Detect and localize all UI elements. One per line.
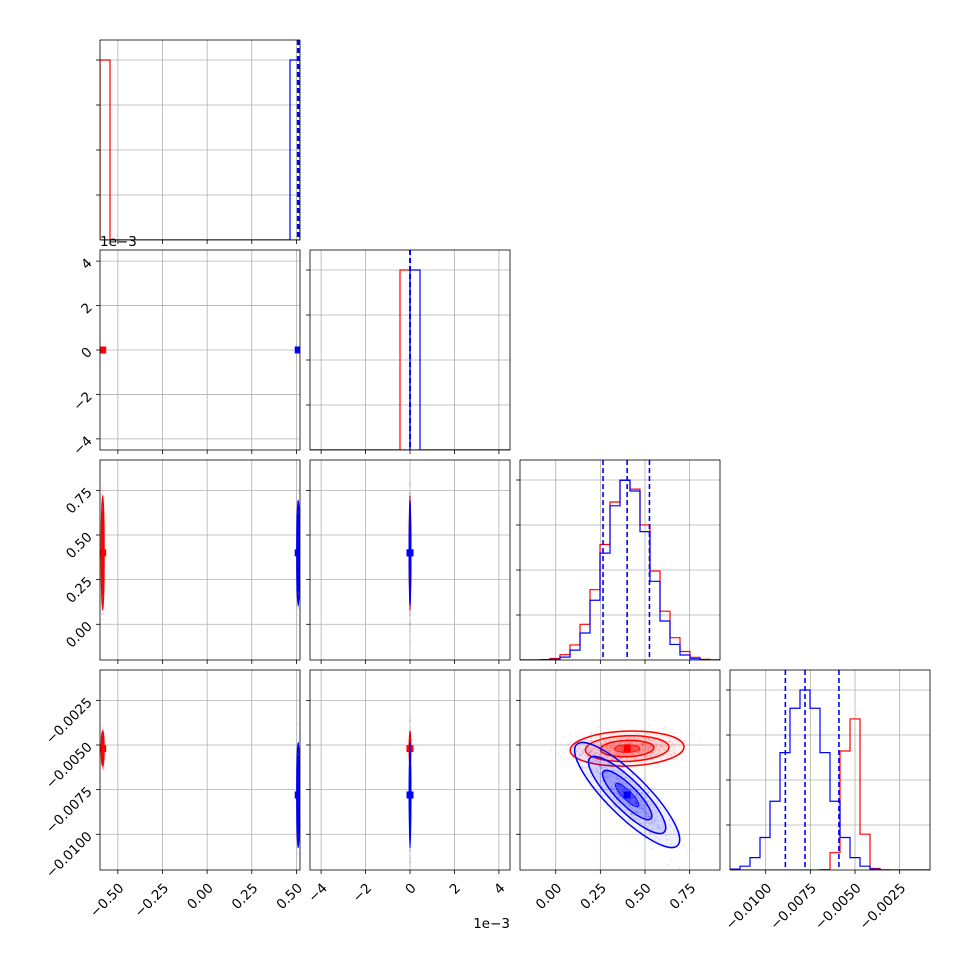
sample-point bbox=[297, 492, 300, 494]
sample-point bbox=[101, 767, 104, 770]
sample-point bbox=[409, 630, 411, 633]
sample-point bbox=[297, 607, 300, 610]
density-peak bbox=[100, 346, 107, 354]
sample-point bbox=[409, 622, 411, 625]
sample-point bbox=[101, 488, 103, 490]
sample-point bbox=[102, 767, 105, 769]
sample-point bbox=[102, 767, 105, 769]
sample-point bbox=[101, 493, 104, 496]
panel-1-1 bbox=[306, 249, 511, 454]
sample-point bbox=[102, 768, 105, 771]
sample-point bbox=[409, 495, 411, 498]
panel-content bbox=[100, 40, 300, 240]
sample-point bbox=[102, 490, 104, 493]
panel-frame bbox=[99, 459, 301, 661]
sample-point bbox=[409, 624, 411, 627]
sample-point bbox=[101, 613, 103, 616]
sample-point bbox=[409, 482, 411, 485]
sample-point bbox=[101, 767, 104, 769]
panel-content bbox=[100, 460, 300, 660]
sample-point bbox=[297, 723, 300, 726]
sample-point bbox=[298, 735, 300, 737]
sample-point bbox=[298, 489, 300, 492]
density-peak bbox=[294, 549, 300, 557]
panels-layer bbox=[96, 39, 931, 874]
panel-1-0 bbox=[96, 249, 301, 454]
panel-frame bbox=[519, 459, 721, 661]
sample-point bbox=[297, 854, 300, 856]
sample-point bbox=[298, 738, 300, 741]
panel-2-2 bbox=[516, 459, 721, 664]
sample-point bbox=[409, 611, 411, 614]
sample-point bbox=[409, 610, 411, 613]
panel-2-1 bbox=[306, 459, 511, 664]
sample-point bbox=[297, 852, 299, 854]
sample-point bbox=[409, 613, 411, 616]
sample-point bbox=[101, 612, 103, 615]
density-peak bbox=[100, 549, 107, 557]
sample-point bbox=[409, 495, 411, 498]
sample-point bbox=[409, 614, 411, 616]
sample-point bbox=[101, 485, 104, 487]
sample-point bbox=[409, 491, 411, 494]
panel-3-0 bbox=[96, 669, 301, 874]
panel-frame bbox=[99, 39, 301, 241]
sample-point bbox=[409, 481, 411, 484]
panel-content bbox=[310, 460, 510, 660]
sample-point bbox=[102, 768, 104, 770]
sample-point bbox=[409, 639, 411, 642]
panel-content bbox=[310, 250, 510, 450]
sample-point bbox=[102, 618, 105, 621]
sample-point bbox=[409, 492, 411, 495]
sample-point bbox=[101, 728, 104, 731]
sample-point bbox=[409, 483, 411, 486]
panel-2-0 bbox=[96, 459, 301, 664]
panel-background bbox=[100, 40, 300, 240]
panel-content bbox=[100, 670, 300, 870]
density-peak bbox=[406, 549, 414, 557]
panel-content bbox=[520, 460, 720, 660]
sample-point bbox=[102, 494, 105, 496]
sample-point bbox=[409, 492, 411, 495]
panel-background bbox=[100, 460, 300, 660]
sample-point bbox=[297, 608, 299, 611]
sample-point bbox=[101, 725, 104, 728]
panel-background bbox=[100, 670, 300, 870]
sample-point bbox=[409, 607, 411, 610]
density-peak bbox=[100, 745, 107, 753]
panel-0-0 bbox=[96, 39, 301, 244]
sample-point bbox=[297, 606, 299, 609]
histogram-series-1 bbox=[520, 479, 720, 660]
sample-point bbox=[297, 614, 300, 616]
sample-point bbox=[102, 613, 105, 616]
panel-content bbox=[100, 250, 300, 450]
sample-point bbox=[102, 767, 104, 770]
sample-point bbox=[409, 623, 411, 626]
density-peak bbox=[294, 346, 300, 354]
